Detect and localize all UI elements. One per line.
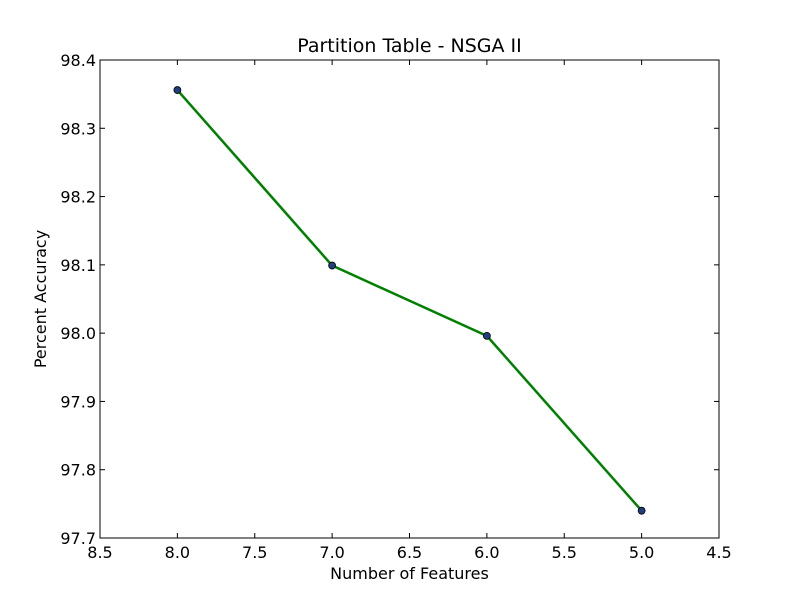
series-layer — [173, 86, 646, 515]
data-point — [482, 331, 491, 340]
x-tick-label: 6.5 — [397, 543, 422, 562]
chart-title: Partition Table - NSGA II — [297, 35, 522, 57]
y-tick-label: 98.2 — [60, 188, 96, 207]
data-point — [328, 261, 337, 270]
plot-frame — [99, 59, 720, 539]
plot-area — [100, 60, 719, 538]
x-axis-label: Number of Features — [330, 564, 489, 583]
x-tick-label: 8.0 — [165, 543, 190, 562]
x-tick-label: 4.5 — [706, 543, 731, 562]
data-point — [637, 506, 646, 515]
y-tick-label: 97.7 — [60, 529, 96, 548]
x-tick-label: 5.5 — [552, 543, 577, 562]
series-line — [176, 89, 643, 512]
x-tick-label: 7.5 — [242, 543, 267, 562]
y-tick-label: 98.3 — [60, 119, 96, 138]
x-tick-label: 6.0 — [474, 543, 499, 562]
x-tick-label: 7.0 — [319, 543, 344, 562]
y-tick-label: 97.9 — [60, 392, 96, 411]
axis-ticks: 8.5 8.0 7.5 7.0 6.5 6.0 5.5 5.0 4.5 97.7 97.8 97.9 9… — [60, 51, 731, 562]
y-tick-label: 98.1 — [60, 256, 96, 275]
y-tick-label: 98.4 — [60, 51, 96, 70]
y-axis-label: Percent Accuracy — [31, 230, 50, 368]
y-tick-label: 98.0 — [60, 324, 96, 343]
y-tick-label: 97.8 — [60, 461, 96, 480]
x-tick-label: 5.0 — [629, 543, 654, 562]
x-tick-label: 8.5 — [87, 543, 112, 562]
data-point — [173, 86, 182, 94]
